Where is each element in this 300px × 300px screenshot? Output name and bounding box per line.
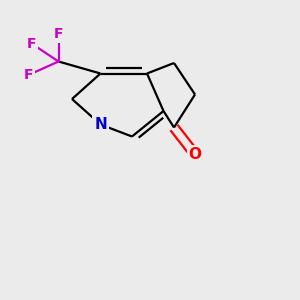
Text: F: F xyxy=(24,68,33,82)
Text: O: O xyxy=(188,147,202,162)
Text: F: F xyxy=(54,28,63,41)
Text: F: F xyxy=(27,37,36,50)
Text: N: N xyxy=(94,117,107,132)
